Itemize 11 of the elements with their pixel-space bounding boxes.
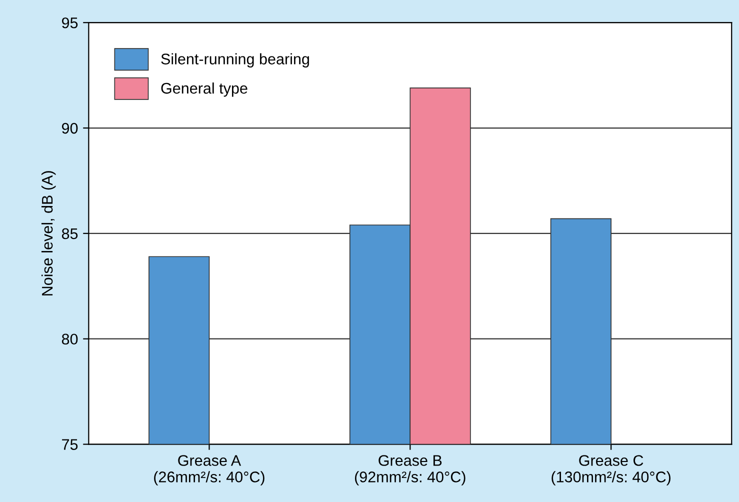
y-tick-label: 95 (62, 17, 78, 28)
y-axis-title: Noise level, dB (A) (41, 171, 56, 296)
legend-label: General type (161, 82, 248, 97)
x-tick-label: Grease B (92mm²/s: 40°C) (354, 455, 466, 486)
y-tick-label: 90 (62, 122, 78, 134)
x-tick-label: Grease A (26mm²/s: 40°C) (154, 455, 264, 486)
x-tick-label: Grease C (130mm²/s: 40°C) (552, 455, 670, 486)
y-tick-label: 80 (62, 334, 78, 345)
y-tick-label: 85 (62, 228, 78, 240)
legend-label: Silent-running bearing (161, 53, 309, 68)
y-tick-label: 75 (62, 439, 78, 450)
